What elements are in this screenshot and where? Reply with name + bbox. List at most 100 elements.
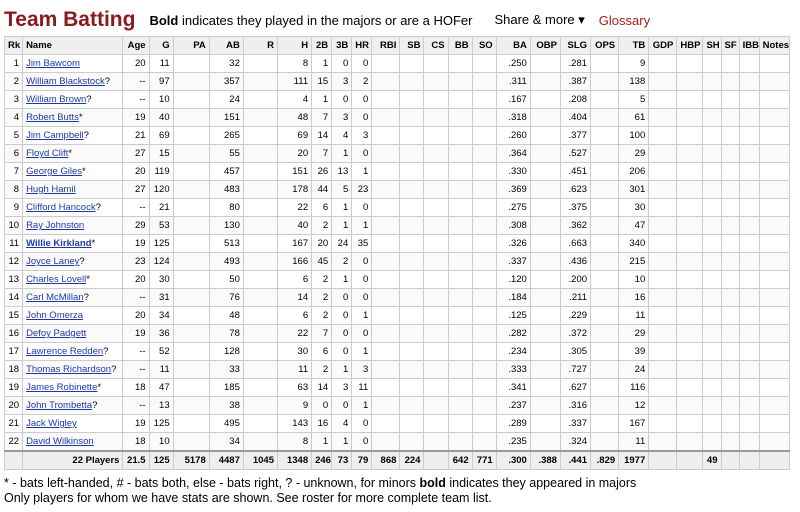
col-header-age[interactable]: Age [122,36,150,55]
col-header-sh[interactable]: SH [702,36,722,55]
player-link[interactable]: Jim Campbell [26,130,84,141]
player-link[interactable]: William Blackstock [26,76,105,87]
col-header-cs[interactable]: CS [423,36,449,55]
player-link[interactable]: George Giles [26,166,83,177]
player-link[interactable]: Joyce Laney [26,256,80,267]
col-header-hr[interactable]: HR [351,36,373,55]
col-header-rbi[interactable]: RBI [371,36,401,55]
col-header-2b[interactable]: 2B [311,36,333,55]
stat-cell-tb: 16 [618,288,650,307]
stat-cell-sf [720,252,740,271]
col-header-ba[interactable]: BA [495,36,531,55]
col-header-h[interactable]: H [276,36,313,55]
stat-cell-notes [758,72,791,91]
player-link[interactable]: Jim Bawcom [26,58,80,69]
stat-cell-bb [447,198,473,217]
player-link[interactable]: Lawrence Redden [26,346,104,357]
player-link[interactable]: Thomas Richardson [26,364,112,375]
player-name-cell: David Wilkinson [22,432,124,452]
stat-cell-ab: 457 [208,162,244,181]
stat-cell-ibb [738,108,760,127]
stat-cell-obp [529,126,561,145]
stat-cell-bb [447,180,473,199]
stat-cell-hbp [676,432,704,452]
stat-cell-age: 18 [122,432,150,452]
stat-cell-slg: .200 [559,270,592,289]
glossary-link[interactable]: Glossary [598,12,651,28]
stat-cell-sh [702,72,722,91]
col-header-sb[interactable]: SB [399,36,425,55]
col-header-slg[interactable]: SLG [559,36,592,55]
col-header-ops[interactable]: OPS [590,36,620,55]
stat-cell-ops [590,72,620,91]
stat-cell-t: 1 [331,216,353,235]
stat-cell-sh [702,126,722,145]
stat-cell-cs [423,126,449,145]
player-link[interactable]: William Brown [26,94,87,105]
col-header-notes[interactable]: Notes [758,36,791,55]
player-link[interactable]: Willie Kirkland [26,238,92,249]
stat-cell-rbi [371,72,401,91]
stat-cell-sf [720,234,740,253]
col-header-r[interactable]: R [242,36,278,55]
stat-cell-r [242,342,278,361]
stat-cell-rbi [371,432,401,452]
player-link[interactable]: Defoy Padgett [26,328,87,339]
stat-cell-tb: 5 [618,90,650,109]
bold-note-bold: Bold [149,12,179,28]
col-header-tb[interactable]: TB [618,36,650,55]
stat-cell-rbi [371,252,401,271]
stat-cell-ab: 78 [208,324,244,343]
stat-cell-t: 0 [331,54,353,73]
player-link[interactable]: David Wilkinson [26,436,94,447]
rank-cell: 20 [3,396,24,415]
col-header-name[interactable]: Name [22,36,124,55]
player-link[interactable]: John Omerza [26,310,84,321]
stat-cell-cs [423,54,449,73]
col-header-rk[interactable]: Rk [3,36,24,55]
player-link[interactable]: James Robinette [26,382,98,393]
stat-cell-ops [590,378,620,397]
stat-cell-sb [399,90,425,109]
player-link[interactable]: Charles Lovell [26,274,87,285]
share-more-button[interactable]: Share & more ▾ [494,12,585,27]
col-header-3b[interactable]: 3B [331,36,353,55]
col-header-gdp[interactable]: GDP [648,36,678,55]
stat-cell-g: 125 [148,414,174,433]
stat-cell-so [471,126,497,145]
player-link[interactable]: Ray Johnston [26,220,85,231]
stat-cell-so [471,288,497,307]
col-header-hbp[interactable]: HBP [676,36,704,55]
col-header-ab[interactable]: AB [208,36,244,55]
col-header-g[interactable]: G [148,36,174,55]
stat-cell-age: 18 [122,378,150,397]
stat-cell-age: 23 [122,252,150,271]
col-header-bb[interactable]: BB [447,36,473,55]
player-link[interactable]: Hugh Hamil [26,184,76,195]
col-header-ibb[interactable]: IBB [738,36,760,55]
player-name-cell: Joyce Laney? [22,252,124,271]
player-link[interactable]: John Trombetta [26,400,93,411]
col-header-sf[interactable]: SF [720,36,740,55]
col-header-so[interactable]: SO [471,36,497,55]
bold-note-text: indicates they played in the majors or a… [178,12,473,28]
col-header-pa[interactable]: PA [172,36,210,55]
stat-cell-ab: 493 [208,252,244,271]
stat-cell-g: 119 [148,162,174,181]
stat-cell-r [242,288,278,307]
player-link[interactable]: Clifford Hancock [26,202,96,213]
stat-cell-hr: 0 [351,414,373,433]
stat-cell-h: 178 [276,180,313,199]
stat-cell-ab: 33 [208,360,244,379]
bats-marker: ? [104,76,111,87]
stat-cell-d: 2 [311,288,333,307]
stat-cell-hr: 0 [351,324,373,343]
table-row: 19 James Robinette* 18 47 185 63 14 3 11.341.627… [3,378,791,397]
stat-cell-ab: 34 [208,432,244,452]
stat-cell-g: 10 [148,432,174,452]
player-link[interactable]: Floyd Clift [26,148,69,159]
player-link[interactable]: Robert Butts [26,112,79,123]
player-link[interactable]: Carl McMillan [26,292,84,303]
col-header-obp[interactable]: OBP [529,36,561,55]
player-link[interactable]: Jack Wigley [26,418,77,429]
